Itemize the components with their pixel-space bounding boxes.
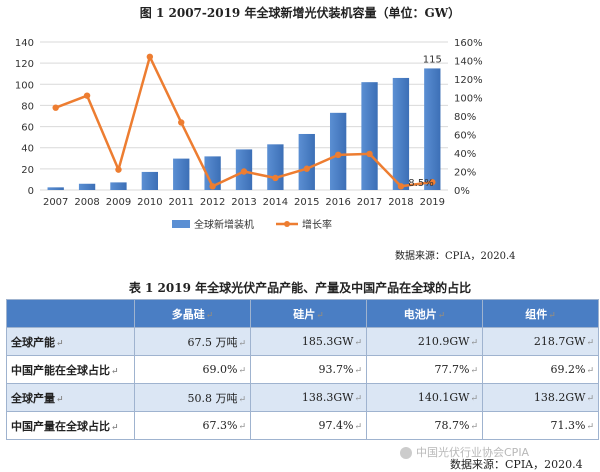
bar xyxy=(204,156,221,190)
growth-rate-point xyxy=(178,119,185,126)
header-corner xyxy=(6,299,135,328)
legend-bar-label: 全球新增装机 xyxy=(194,218,254,231)
installed-capacity-chart: 0 20 40 60 80 100 120 140 0% 20% 40% 60% 80% 100% 120%… xyxy=(15,38,483,231)
bar xyxy=(78,183,96,190)
growth-rate-point xyxy=(303,165,310,172)
bar xyxy=(424,68,441,190)
y-left-tick-label: 140 xyxy=(15,38,34,49)
growth-rate-point xyxy=(209,183,216,190)
table-cell: 77.7%↵ xyxy=(366,355,483,384)
growth-rate-point xyxy=(146,53,154,60)
bar xyxy=(267,144,284,190)
growth-rate-point xyxy=(272,174,279,182)
table-cell: 140.1GW↵ xyxy=(366,383,483,412)
x-tick-label: 2014 xyxy=(263,197,288,208)
line-data-label: 8.5% xyxy=(408,178,433,189)
x-tick-label: 2013 xyxy=(231,197,256,208)
growth-rate-point xyxy=(366,150,373,158)
y-right-tick-label: 160% xyxy=(454,38,483,49)
x-tick-label: 2018 xyxy=(388,197,413,208)
table-cell: 138.3GW↵ xyxy=(250,383,367,412)
bar xyxy=(47,187,64,190)
y-left-tick-label: 120 xyxy=(15,59,34,70)
wechat-icon xyxy=(400,447,412,459)
table-cell: 67.5 万吨↵ xyxy=(134,327,251,356)
row-label: 全球产量↵ xyxy=(6,383,135,412)
y-right-tick-label: 80% xyxy=(454,112,476,123)
legend-bar-swatch xyxy=(172,220,190,228)
x-tick-label: 2019 xyxy=(420,197,445,208)
x-tick-label: 2007 xyxy=(43,197,68,208)
bar xyxy=(361,82,378,190)
header-cell: 多晶硅↵ xyxy=(134,299,251,328)
header-cell: 硅片↵ xyxy=(250,299,367,328)
y-left-tick-label: 40 xyxy=(21,144,34,155)
y-right-tick-label: 40% xyxy=(454,149,476,160)
bar-data-label: 115 xyxy=(423,54,442,65)
capacity-table: 多晶硅↵ 硅片↵ 电池片↵ 组件↵ 全球产能↵ 67.5 万吨↵ 185.3GW… xyxy=(6,299,599,440)
x-tick-label: 2011 xyxy=(169,197,194,208)
y-left-tick-label: 20 xyxy=(21,165,34,176)
y-left-tick-label: 80 xyxy=(21,101,34,112)
header-cell: 电池片↵ xyxy=(366,299,483,328)
table-header-row: 多晶硅↵ 硅片↵ 电池片↵ 组件↵ xyxy=(6,299,599,328)
legend-line-label: 增长率 xyxy=(302,218,332,231)
table-source: 数据来源：CPIA，2020.4 xyxy=(450,458,583,471)
y-right-tick-label: 120% xyxy=(454,75,483,86)
x-tick-label: 2009 xyxy=(106,197,131,208)
y-left-tick-label: 60 xyxy=(21,123,34,134)
bar xyxy=(110,182,127,190)
x-tick-label: 2016 xyxy=(325,197,350,208)
table-cell: 78.7%↵ xyxy=(366,411,483,440)
table-title: 表 1 2019 年全球光伏产品产能、产量及中国产品在全球的占比 xyxy=(128,281,472,295)
y-right-tick-label: 100% xyxy=(454,94,483,105)
table-cell: 67.3%↵ xyxy=(134,411,251,440)
bar xyxy=(392,77,410,190)
header-cell: 组件↵ xyxy=(482,299,599,328)
x-tick-label: 2010 xyxy=(137,197,162,208)
figure-source: 数据来源：CPIA，2020.4 xyxy=(395,251,516,262)
table-cell: 69.2%↵ xyxy=(482,355,599,384)
table-row: 全球产量↵ 50.8 万吨↵ 138.3GW↵ 140.1GW↵ 138.2GW… xyxy=(6,383,599,412)
table-cell: 185.3GW↵ xyxy=(250,327,367,356)
table-cell: 71.3%↵ xyxy=(482,411,599,440)
row-label: 中国产能在全球占比↵ xyxy=(6,355,135,384)
x-tick-label: 2012 xyxy=(200,197,225,208)
y-right-tick-label: 0% xyxy=(454,186,470,197)
y-right-tick-label: 60% xyxy=(454,131,476,142)
bar xyxy=(329,112,347,190)
table-row: 中国产能在全球占比↵ 69.0%↵ 93.7%↵ 77.7%↵ 69.2%↵ xyxy=(6,355,599,384)
y-left-tick-label: 100 xyxy=(15,80,34,91)
y-right-tick-label: 140% xyxy=(454,57,483,68)
growth-rate-point xyxy=(429,178,436,186)
bar xyxy=(173,158,190,190)
x-tick-label: 2017 xyxy=(357,197,382,208)
bar xyxy=(141,171,159,190)
table-row: 中国产量在全球占比↵ 67.3%↵ 97.4%↵ 78.7%↵ 71.3%↵ xyxy=(6,411,599,440)
growth-rate-point xyxy=(240,168,248,175)
row-label: 中国产量在全球占比↵ xyxy=(6,411,135,440)
table-cell: 50.8 万吨↵ xyxy=(134,383,251,412)
table-cell: 97.4%↵ xyxy=(250,411,367,440)
growth-rate-point xyxy=(334,151,342,159)
growth-rate-point xyxy=(397,183,405,190)
table-cell: 69.0%↵ xyxy=(134,355,251,384)
growth-rate-point xyxy=(52,104,59,111)
watermark: 中国光伏行业协会CPIA xyxy=(400,444,529,460)
growth-rate-point xyxy=(115,166,122,173)
y-right-tick-label: 20% xyxy=(454,168,476,179)
table-row: 全球产能↵ 67.5 万吨↵ 185.3GW↵ 210.9GW↵ 218.7GW… xyxy=(6,327,599,356)
table-cell: 218.7GW↵ xyxy=(482,327,599,356)
x-tick-label: 2015 xyxy=(294,197,319,208)
bar xyxy=(298,133,315,190)
table-cell: 93.7%↵ xyxy=(250,355,367,384)
row-label: 全球产能↵ xyxy=(6,327,135,356)
y-left-tick-label: 0 xyxy=(28,186,34,197)
table-cell: 210.9GW↵ xyxy=(366,327,483,356)
growth-rate-point xyxy=(83,92,91,99)
x-tick-label: 2008 xyxy=(74,197,99,208)
table-cell: 138.2GW↵ xyxy=(482,383,599,412)
legend-line-marker xyxy=(284,221,290,227)
figure-title: 图 1 2007-2019 年全球新增光伏装机容量（单位：GW） xyxy=(139,6,461,20)
